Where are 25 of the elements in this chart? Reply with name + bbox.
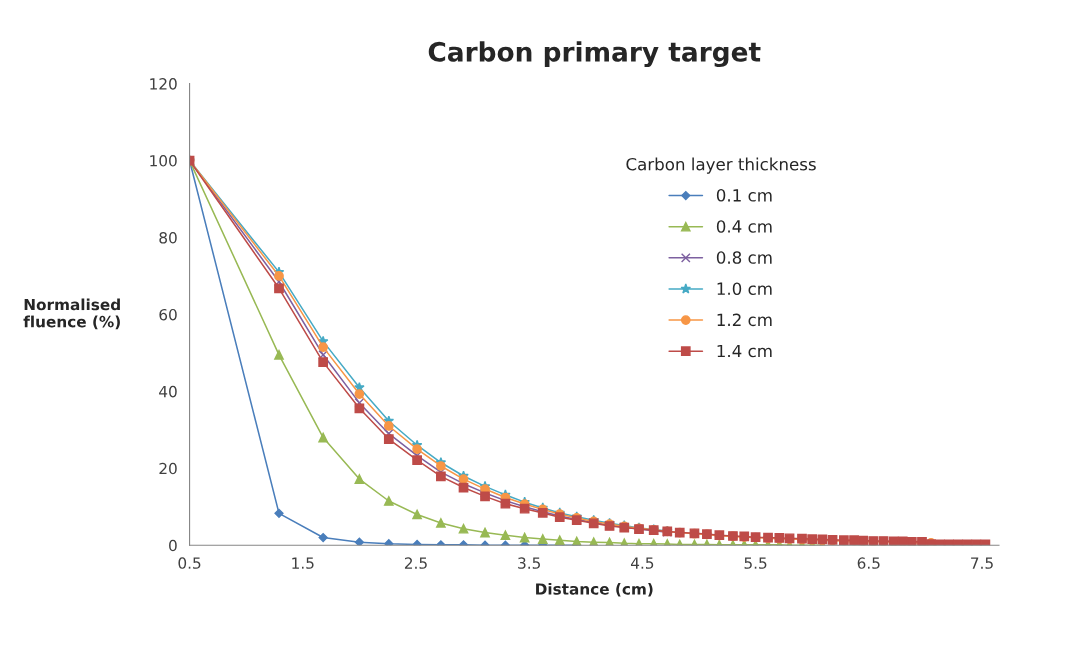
y-tick-label: 0 [169,539,177,552]
x-tick-label: 6.5 [857,557,880,569]
x-tick-label: 2.5 [404,557,427,569]
x-tick-label: 5.5 [744,557,767,569]
legend-label: 1.0 cm [717,282,772,295]
x-tick-label: 3.5 [518,557,540,569]
x-tick-label: 1.5 [292,557,314,569]
y-tick-label: 100 [150,155,177,167]
y-axis-title: Normalised fluence (%) [23,298,120,330]
y-tick-label: 20 [159,462,177,475]
x-axis-title: Distance (cm) [536,582,653,597]
legend-label: 0.1 cm [716,189,772,202]
chart-title: Carbon primary target [428,41,761,68]
x-tick-label: 7.5 [971,557,993,569]
legend-label: 1.4 cm [717,344,772,358]
legend-label: 0.4 cm [716,220,772,233]
legend-title: Carbon layer thickness [626,157,816,174]
legend-label: 0.8 cm [716,251,772,264]
x-tick-label: 0.5 [178,557,201,569]
y-tick-label: 80 [159,231,177,244]
y-tick-label: 120 [150,78,177,90]
legend-label: 1.2 cm [717,313,772,327]
x-tick-label: 4.5 [630,557,654,569]
y-tick-label: 60 [159,308,177,321]
y-tick-label: 40 [159,385,177,398]
